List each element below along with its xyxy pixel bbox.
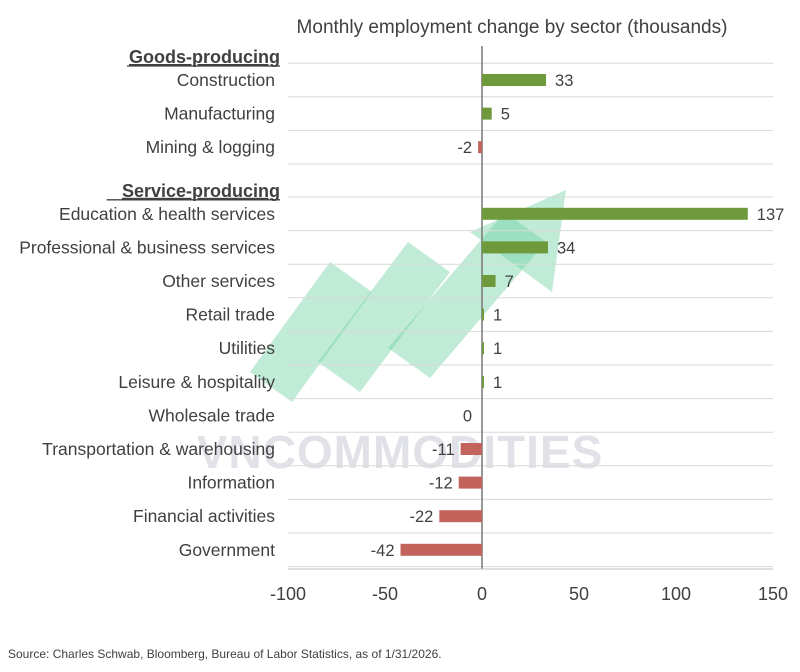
category-label: Information xyxy=(187,473,275,493)
bar xyxy=(400,543,482,556)
category-label: Utilities xyxy=(219,338,276,358)
bar xyxy=(482,241,548,254)
bar xyxy=(482,308,484,321)
watermark-text: VNCOMMODITIES xyxy=(197,426,604,478)
data-label: -2 xyxy=(457,139,472,157)
data-label: 34 xyxy=(557,239,575,257)
data-label: 1 xyxy=(493,340,502,358)
bar xyxy=(478,141,482,154)
data-label: 1 xyxy=(493,307,502,325)
data-label: 7 xyxy=(505,273,514,291)
data-label: -11 xyxy=(432,441,455,459)
watermark: VNCOMMODITIES xyxy=(197,190,604,478)
category-label: Education & health services xyxy=(59,204,275,224)
category-label: Financial activities xyxy=(133,506,275,526)
category-label: Manufacturing xyxy=(164,104,275,124)
bar xyxy=(482,375,484,388)
category-label: Wholesale trade xyxy=(149,405,275,425)
data-label: -12 xyxy=(429,475,453,493)
data-label: 33 xyxy=(555,72,573,90)
bar xyxy=(482,342,484,355)
category-label: Other services xyxy=(162,271,275,291)
watermark-stroke-2 xyxy=(318,242,450,392)
bar xyxy=(439,510,482,523)
bar xyxy=(482,207,748,220)
x-tick-label: 150 xyxy=(758,584,788,604)
category-label: Transportation & warehousing xyxy=(42,439,275,459)
data-label: 1 xyxy=(493,374,502,392)
x-tick-label: -50 xyxy=(372,584,398,604)
bars xyxy=(400,74,748,556)
chart-title: Monthly employment change by sector (tho… xyxy=(297,17,728,38)
group-label: Goods-producing xyxy=(129,47,280,67)
bar xyxy=(460,443,482,455)
labels: -100 -50 0 50 100 150Goods-producingConstruct… xyxy=(19,47,788,604)
watermark-stroke-1 xyxy=(250,262,372,402)
data-label: -42 xyxy=(371,542,395,560)
watermark-stroke-3 xyxy=(388,212,546,378)
data-label: 0 xyxy=(463,407,472,425)
grid xyxy=(288,46,773,570)
bar xyxy=(458,476,482,489)
x-tick-label: 100 xyxy=(661,584,691,604)
data-label: 5 xyxy=(501,106,510,124)
category-label: Government xyxy=(179,540,275,560)
category-label: Leisure & hospitality xyxy=(118,372,275,392)
x-tick-label: -100 xyxy=(270,584,306,604)
category-label: Retail trade xyxy=(186,305,276,325)
bar xyxy=(482,275,496,287)
chart: VNCOMMODITIES -100 -50 0 50 100 150Goods-prod… xyxy=(19,17,788,604)
category-label: Professional & business services xyxy=(19,237,275,257)
category-label: Construction xyxy=(177,70,275,90)
bar xyxy=(482,107,492,120)
data-label: -22 xyxy=(409,508,433,526)
data-label: 137 xyxy=(757,206,785,224)
group-label: Service-producing xyxy=(122,181,280,201)
x-tick-label: 50 xyxy=(569,584,589,604)
source-note: Source: Charles Schwab, Bloomberg, Burea… xyxy=(8,647,442,661)
x-tick-label: 0 xyxy=(477,584,487,604)
category-label: Mining & logging xyxy=(146,137,275,157)
bar xyxy=(482,74,547,86)
